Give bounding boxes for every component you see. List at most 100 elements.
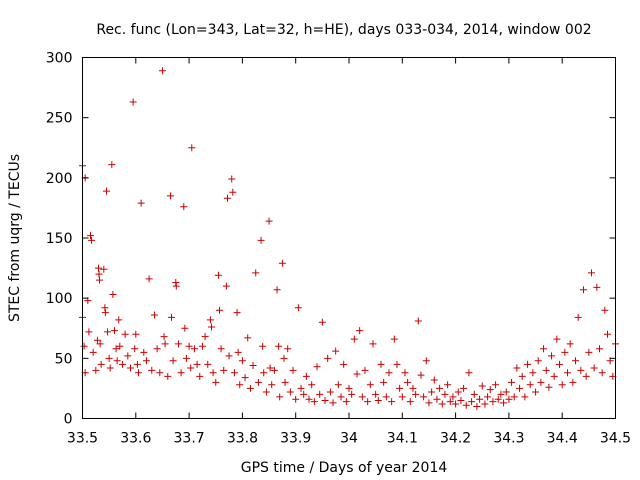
data-point [229, 188, 237, 196]
data-point [462, 401, 470, 409]
data-point [190, 345, 198, 353]
data-point [497, 390, 505, 398]
data-point [96, 276, 104, 284]
data-point [160, 333, 168, 341]
data-point [345, 384, 353, 392]
data-point [329, 399, 337, 407]
data-point [505, 395, 513, 403]
data-point [513, 364, 521, 372]
data-point [169, 357, 177, 365]
data-point [268, 381, 276, 389]
data-point [172, 282, 180, 290]
x-axis: 33.5 33.6 33.7 33.8 33.9 34 34.1 34.2 34.3 34.4 34… [67, 57, 631, 447]
data-point [259, 342, 267, 350]
data-point [209, 369, 217, 377]
data-point [340, 360, 348, 368]
data-point [537, 378, 545, 386]
data-point [425, 399, 433, 407]
data-point [478, 382, 486, 390]
x-tick-label: 33.7 [174, 431, 205, 447]
data-point [94, 264, 102, 272]
data-point [164, 372, 172, 380]
data-point [215, 306, 223, 314]
data-point [524, 360, 532, 368]
data-point [398, 393, 406, 401]
data-point [265, 217, 273, 225]
data-point [326, 388, 334, 396]
data-point [273, 286, 281, 294]
data-point [142, 357, 150, 365]
data-point [305, 395, 313, 403]
data-point [206, 316, 214, 324]
data-point [449, 393, 457, 401]
x-tick-label: 33.6 [120, 431, 151, 447]
data-point [502, 388, 510, 396]
data-point [473, 402, 481, 410]
data-point [220, 366, 228, 374]
data-point [313, 363, 321, 371]
data-point [252, 269, 260, 277]
data-point [113, 357, 121, 365]
data-point [334, 381, 342, 389]
y-tick-label: 0 [64, 412, 73, 428]
data-point [564, 369, 572, 377]
data-point [332, 347, 340, 355]
data-point [284, 345, 292, 353]
data-point [588, 269, 596, 277]
data-point [105, 354, 113, 362]
data-point [540, 345, 548, 353]
data-point [92, 366, 100, 374]
data-point [132, 330, 140, 338]
data-point [558, 381, 566, 389]
x-tick-label: 34 [340, 431, 358, 447]
data-point [121, 330, 129, 338]
data-point [348, 390, 356, 398]
data-point [356, 327, 364, 335]
y-tick-label: 250 [46, 111, 73, 127]
data-point [108, 161, 116, 169]
data-point [361, 366, 369, 374]
data-point [207, 323, 215, 331]
data-point [388, 398, 396, 406]
data-point [196, 372, 204, 380]
data-point [412, 390, 420, 398]
data-point [489, 398, 497, 406]
data-point [188, 144, 196, 152]
data-point [266, 364, 274, 372]
data-point [294, 304, 302, 312]
data-point [433, 395, 441, 403]
data-point [230, 369, 238, 377]
data-point [574, 313, 582, 321]
data-point [380, 378, 388, 386]
data-point [118, 360, 126, 368]
data-point [212, 378, 220, 386]
data-point [244, 334, 252, 342]
data-point [374, 396, 382, 404]
data-point [460, 384, 468, 392]
data-point [420, 393, 428, 401]
data-point [302, 372, 310, 380]
data-point [548, 352, 556, 360]
data-point [358, 393, 366, 401]
data-point [129, 98, 137, 106]
data-point [86, 232, 94, 240]
data-point [153, 345, 161, 353]
data-point [217, 345, 225, 353]
data-point [404, 378, 412, 386]
data-point [500, 399, 508, 407]
data-point [262, 388, 270, 396]
y-axis-label: STEC from uqrg / TECUs [7, 154, 23, 322]
data-point [324, 354, 332, 362]
data-point [508, 378, 516, 386]
data-point [102, 187, 110, 195]
data-point [428, 388, 436, 396]
data-point [417, 371, 425, 379]
data-point [131, 345, 139, 353]
data-point [337, 393, 345, 401]
data-point [257, 236, 265, 244]
data-point [457, 396, 465, 404]
data-point [124, 352, 132, 360]
data-point [88, 236, 96, 244]
data-point [604, 330, 612, 338]
